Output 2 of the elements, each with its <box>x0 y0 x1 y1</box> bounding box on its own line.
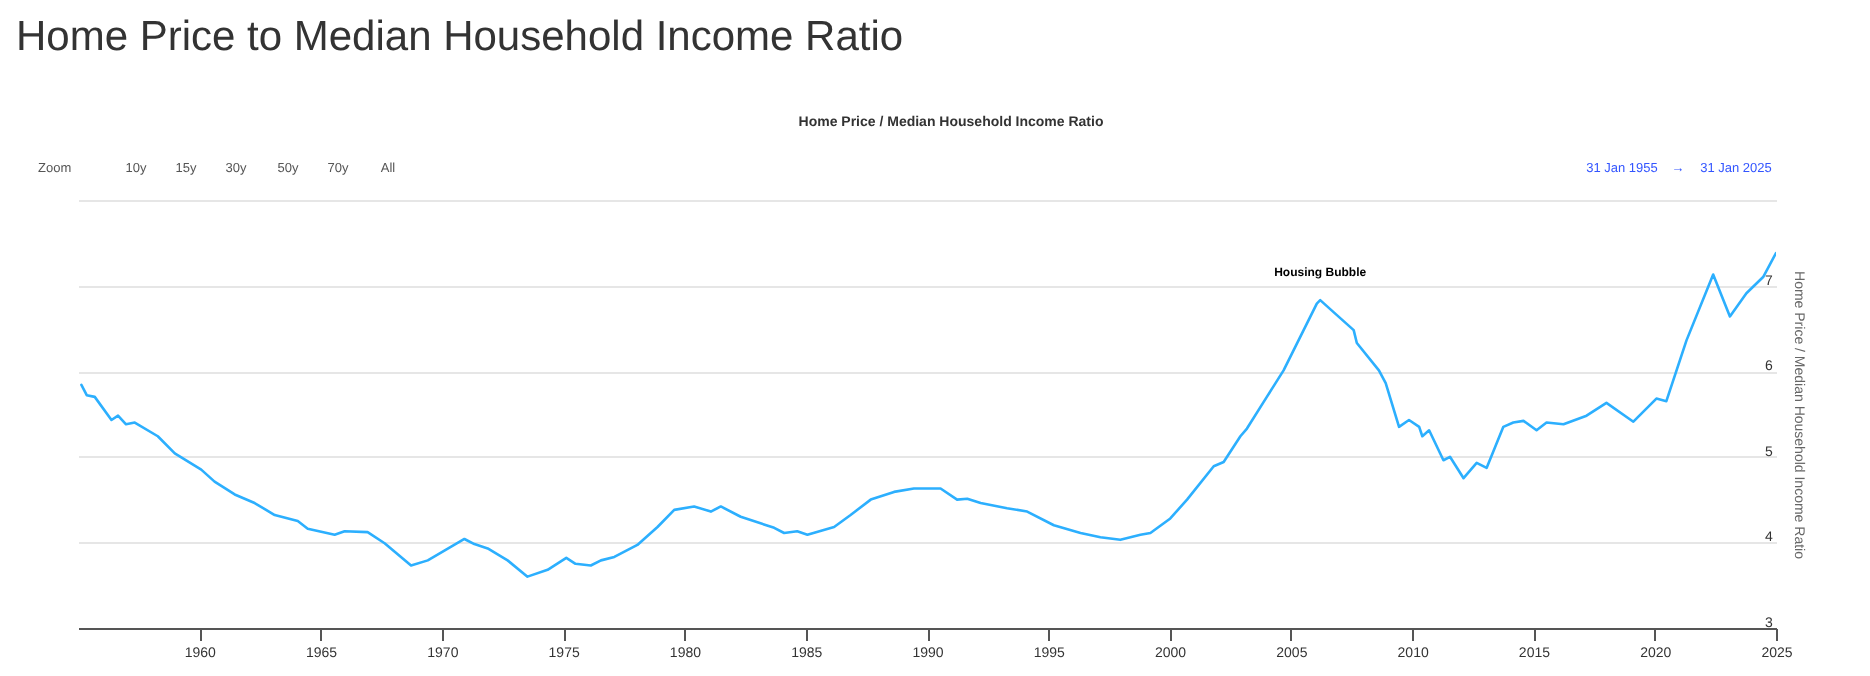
chart-title: Home Price to Median Household Income Ratio <box>16 14 904 60</box>
line-series <box>80 251 1776 578</box>
